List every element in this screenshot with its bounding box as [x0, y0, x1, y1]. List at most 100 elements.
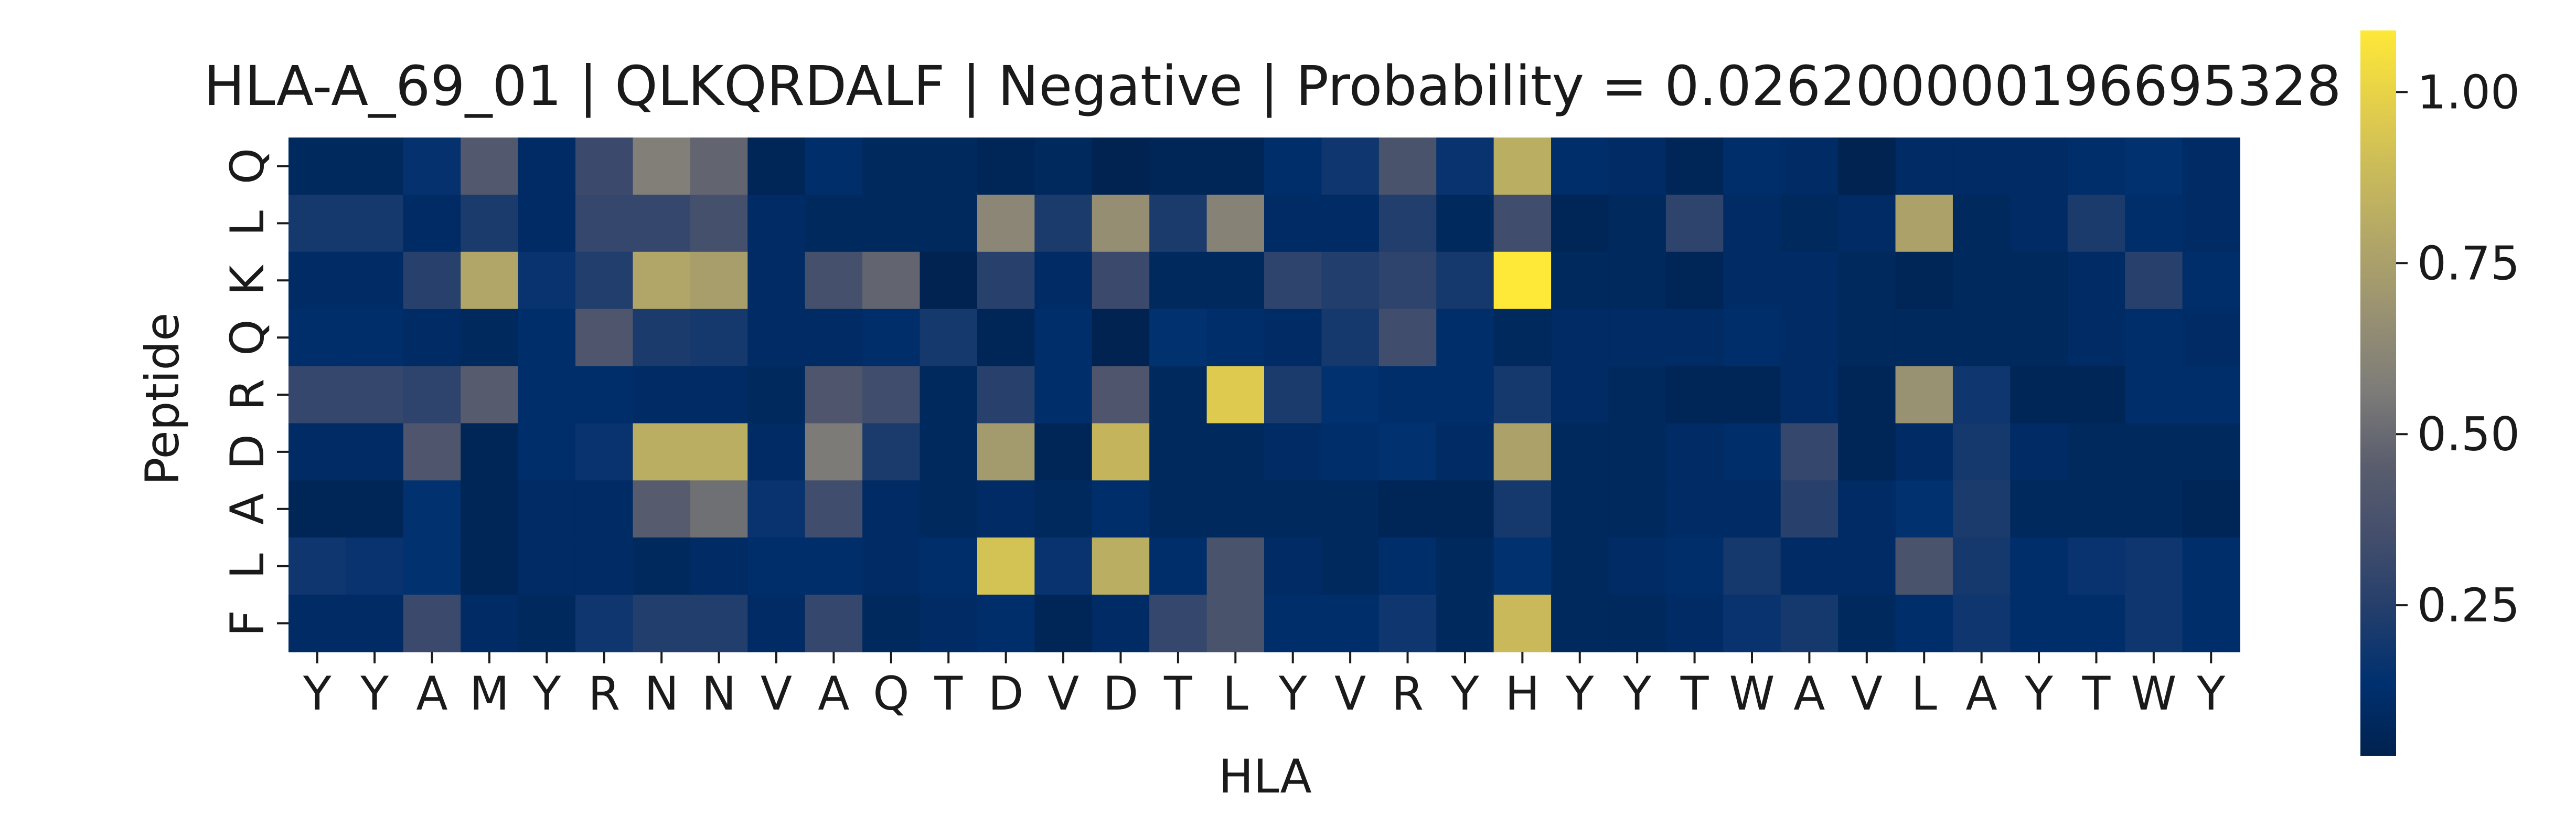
heatmap-cell [1895, 480, 1953, 538]
heatmap-cell [1493, 537, 1552, 595]
heatmap-cell [403, 194, 462, 252]
heatmap-cell [1608, 595, 1666, 652]
heatmap-cell [1149, 194, 1207, 252]
y-tick-label: L [220, 553, 274, 579]
heatmap-cell [1895, 309, 1953, 367]
heatmap-cell [805, 138, 863, 195]
heatmap-cell [690, 194, 749, 252]
heatmap-cell [518, 423, 576, 481]
heatmap-cell [288, 423, 347, 481]
heatmap-cell [288, 537, 347, 595]
heatmap-cell [1321, 595, 1380, 652]
heatmap-cell [633, 595, 691, 652]
heatmap-cell [977, 480, 1035, 538]
heatmap-cell [2182, 138, 2240, 195]
heatmap-cell [862, 309, 921, 367]
heatmap-cell [346, 423, 404, 481]
heatmap-cell [1034, 595, 1093, 652]
heatmap-cell [1551, 595, 1609, 652]
heatmap-cell [2067, 537, 2125, 595]
heatmap-cell [1321, 423, 1380, 481]
heatmap-cell [2067, 366, 2125, 424]
heatmap-cell [1034, 309, 1093, 367]
heatmap-cell [1378, 138, 1437, 195]
heatmap-cell [1723, 480, 1781, 538]
heatmap-cell [518, 194, 576, 252]
heatmap-cell [2010, 423, 2068, 481]
heatmap-cell [633, 309, 691, 367]
heatmap-cell [1838, 366, 1896, 424]
heatmap-cell [1780, 537, 1839, 595]
heatmap-cell [1780, 366, 1839, 424]
heatmap-cell [2067, 480, 2125, 538]
heatmap-cell [346, 251, 404, 310]
heatmap-cell [1264, 366, 1322, 424]
x-tick-label: D [1103, 667, 1139, 721]
heatmap-cell [461, 595, 519, 652]
heatmap-cell [1206, 423, 1265, 481]
heatmap-cell [1780, 194, 1839, 252]
heatmap-cell [747, 138, 806, 195]
heatmap-cell [1608, 537, 1666, 595]
x-tick-label: Y [303, 667, 332, 721]
heatmap-cell [2010, 309, 2068, 367]
heatmap-cell [1264, 251, 1322, 310]
heatmap-cell [2125, 366, 2183, 424]
heatmap-cell [747, 251, 806, 310]
heatmap-cell [862, 194, 921, 252]
heatmap-cell [403, 138, 462, 195]
heatmap-cell [1264, 595, 1322, 652]
heatmap-cell [1895, 537, 1953, 595]
heatmap-cell [1780, 251, 1839, 310]
heatmap-cell [1780, 138, 1839, 195]
heatmap-cell [288, 309, 347, 367]
heatmap-cell [1551, 194, 1609, 252]
heatmap-cell [1378, 194, 1437, 252]
x-tick-label: T [934, 667, 963, 721]
x-tick-label: V [761, 667, 792, 721]
heatmap-cell [690, 366, 749, 424]
heatmap-cell [1952, 595, 2011, 652]
heatmap-cell [1608, 251, 1666, 310]
heatmap-cell [690, 480, 749, 538]
heatmap-cell [805, 423, 863, 481]
heatmap-cell [1378, 251, 1437, 310]
heatmap-cell [1378, 309, 1437, 367]
heatmap-cell [1436, 194, 1494, 252]
x-tick-label: Y [1565, 667, 1594, 721]
heatmap-cell [2067, 309, 2125, 367]
heatmap-cell [1493, 423, 1552, 481]
heatmap-cell [346, 309, 404, 367]
heatmap-cell [575, 423, 634, 481]
heatmap-cell [1551, 366, 1609, 424]
heatmap-cell [461, 138, 519, 195]
heatmap-cell [633, 366, 691, 424]
heatmap-cell [1780, 423, 1839, 481]
heatmap-cell [690, 423, 749, 481]
heatmap-cell [518, 309, 576, 367]
heatmap-cell [1206, 251, 1265, 310]
heatmap-cell [575, 251, 634, 310]
x-tick-label: W [2131, 667, 2176, 721]
heatmap-cell [2182, 595, 2240, 652]
heatmap-cell [1952, 138, 2011, 195]
heatmap-cell [1206, 366, 1265, 424]
heatmap-cell [1092, 309, 1150, 367]
heatmap-cell [2182, 537, 2240, 595]
y-tick-label: L [220, 210, 274, 236]
heatmap-cell [1895, 423, 1953, 481]
heatmap-cell [977, 194, 1035, 252]
heatmap-cell [1723, 537, 1781, 595]
heatmap-cell [977, 537, 1035, 595]
heatmap-cell [1723, 138, 1781, 195]
heatmap-cell [920, 423, 978, 481]
heatmap-cell [805, 251, 863, 310]
heatmap-cell [346, 595, 404, 652]
heatmap-cell [862, 423, 921, 481]
heatmap-cell [1321, 537, 1380, 595]
x-tick-label: N [644, 667, 679, 721]
heatmap-cell [1723, 194, 1781, 252]
heatmap-cell [1436, 595, 1494, 652]
heatmap-cell [518, 366, 576, 424]
heatmap-cell [1723, 251, 1781, 310]
